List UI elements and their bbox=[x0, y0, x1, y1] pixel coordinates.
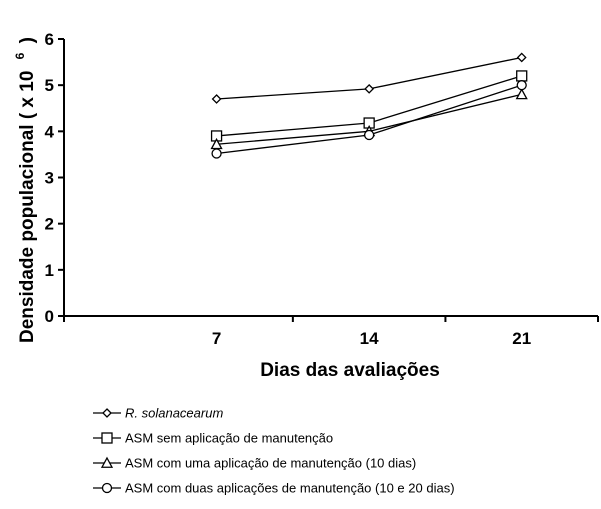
data-point-triangle bbox=[515, 88, 528, 100]
y-axis-title-main: Densidade populacional ( x 10 bbox=[17, 71, 38, 343]
y-tick-label: 1 bbox=[45, 261, 54, 280]
y-tick-label: 4 bbox=[45, 122, 55, 141]
y-tick-label: 5 bbox=[45, 76, 54, 95]
data-point-diamond bbox=[211, 94, 222, 104]
series-diamond bbox=[211, 52, 527, 104]
legend-item: ASM sem aplicação de manutenção bbox=[93, 431, 333, 446]
svg-text:Densidade populacional ( x 10: Densidade populacional ( x 10 6 ) bbox=[8, 37, 38, 343]
legend: R. solanacearum ASM sem aplicação de manu… bbox=[93, 406, 455, 496]
x-tick-label: 7 bbox=[212, 329, 221, 348]
x-ticks: 7 14 21 bbox=[63, 316, 599, 348]
y-tick-label: 0 bbox=[45, 307, 54, 326]
legend-marker-square bbox=[101, 432, 113, 444]
y-tick-label: 3 bbox=[45, 169, 54, 188]
x-tick-label: 14 bbox=[360, 329, 379, 348]
legend-marker-circle bbox=[101, 482, 113, 494]
legend-marker-triangle bbox=[100, 456, 114, 468]
series-circle bbox=[211, 80, 527, 159]
data-point-circle bbox=[516, 80, 527, 91]
y-tick-label: 6 bbox=[45, 30, 54, 49]
legend-label: ASM com uma aplicação de manutenção (10 … bbox=[125, 456, 416, 471]
data-point-square bbox=[516, 70, 528, 82]
y-axis-title-exponent: 6 bbox=[13, 52, 27, 59]
data-point-circle bbox=[363, 129, 375, 141]
data-point-diamond bbox=[364, 83, 375, 94]
legend-label: ASM sem aplicação de manutenção bbox=[125, 431, 333, 446]
legend-label: R. solanacearum bbox=[125, 406, 223, 421]
data-point-circle bbox=[211, 148, 222, 159]
legend-item: R. solanacearum bbox=[93, 406, 223, 421]
x-tick-label: 21 bbox=[512, 329, 531, 348]
legend-item: ASM com duas aplicações de manutenção (1… bbox=[93, 481, 455, 496]
y-tick-label: 2 bbox=[45, 215, 54, 234]
legend-marker-diamond bbox=[102, 408, 112, 418]
x-axis-title: Dias das avaliações bbox=[260, 360, 440, 381]
series-layer bbox=[210, 52, 528, 159]
y-axis-title-close: ) bbox=[17, 37, 38, 43]
y-axis-title: Densidade populacional ( x 10 6 ) bbox=[8, 37, 38, 343]
legend-item: ASM com uma aplicação de manutenção (10 … bbox=[93, 456, 416, 471]
legend-label: ASM com duas aplicações de manutenção (1… bbox=[125, 481, 455, 496]
y-ticks: 0 1 2 3 4 5 6 bbox=[45, 30, 64, 326]
data-point-diamond bbox=[516, 52, 527, 63]
